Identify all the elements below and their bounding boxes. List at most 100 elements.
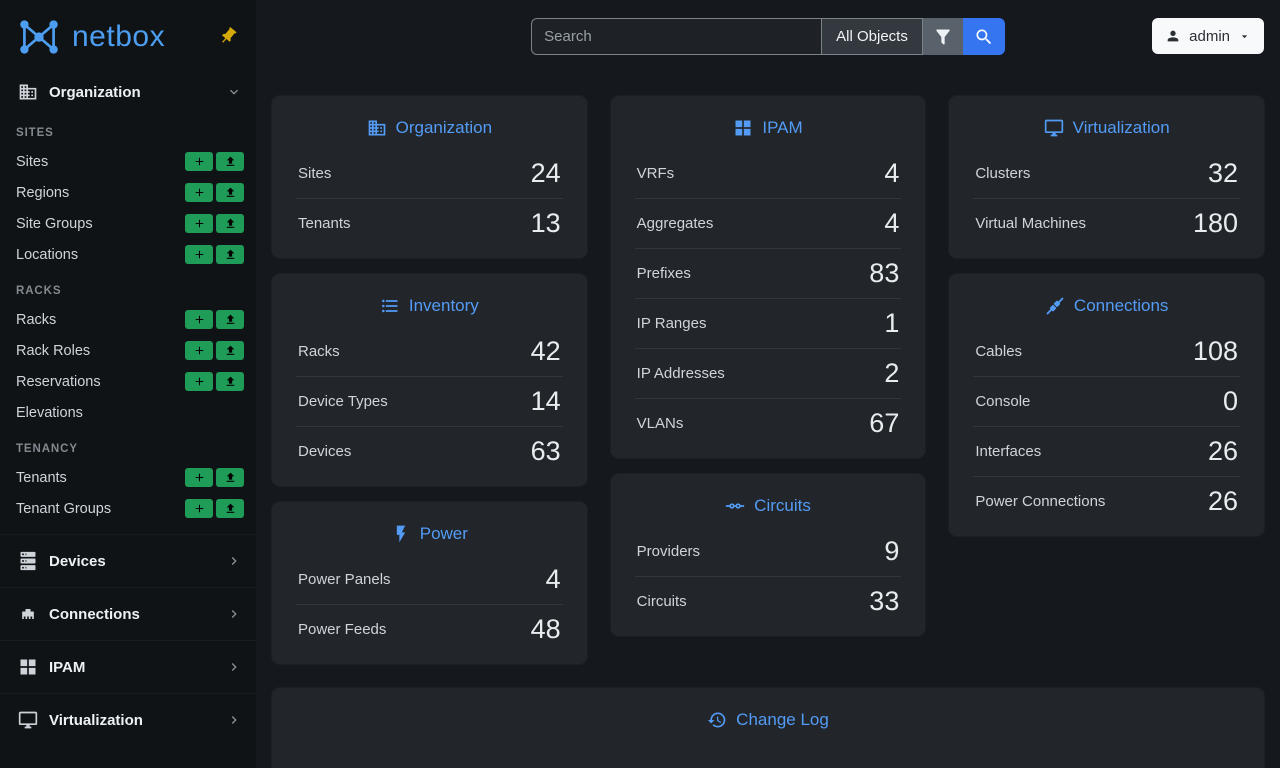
stat-value[interactable]: 63 xyxy=(530,436,561,466)
stat-label[interactable]: Interfaces xyxy=(975,443,1042,460)
building-icon xyxy=(367,118,387,138)
card-title-link[interactable]: Power xyxy=(419,524,468,543)
import-button[interactable] xyxy=(216,372,244,391)
stat-value[interactable]: 48 xyxy=(530,614,561,644)
search-group: All Objects xyxy=(531,18,1005,55)
sidebar-item-racks: Racks xyxy=(0,304,256,335)
stat-label[interactable]: Clusters xyxy=(975,165,1031,182)
stat-value[interactable]: 14 xyxy=(530,386,561,416)
stat-label[interactable]: Cables xyxy=(975,343,1023,360)
stat-value[interactable]: 32 xyxy=(1207,158,1239,188)
add-button[interactable] xyxy=(185,214,213,233)
import-button[interactable] xyxy=(216,468,244,487)
stat-label[interactable]: IP Ranges xyxy=(636,315,707,332)
stat-label[interactable]: Device Types xyxy=(298,393,388,410)
import-button[interactable] xyxy=(216,183,244,202)
plus-icon xyxy=(193,344,206,357)
add-button[interactable] xyxy=(185,183,213,202)
sidebar-item-connections[interactable]: Connections xyxy=(0,587,256,640)
stat-label[interactable]: Power Feeds xyxy=(298,621,387,638)
stat-label[interactable]: Circuits xyxy=(636,593,687,610)
card-title-link[interactable]: IPAM xyxy=(762,118,803,137)
stat-label[interactable]: Devices xyxy=(298,443,352,460)
add-button[interactable] xyxy=(185,310,213,329)
monitor-icon xyxy=(1044,118,1064,138)
stat-label[interactable]: IP Addresses xyxy=(636,365,725,382)
stat-value[interactable]: 67 xyxy=(869,408,900,438)
stat-value[interactable]: 180 xyxy=(1192,208,1239,238)
plus-icon xyxy=(193,155,206,168)
user-menu-button[interactable]: admin xyxy=(1152,18,1264,54)
sidebar-item-ipam[interactable]: IPAM xyxy=(0,640,256,693)
import-button[interactable] xyxy=(216,245,244,264)
sidebar-pin-button[interactable] xyxy=(216,24,240,51)
stat-value[interactable]: 108 xyxy=(1192,336,1239,366)
stat-label[interactable]: Aggregates xyxy=(636,215,714,232)
stat-label[interactable]: VRFs xyxy=(636,165,675,182)
stat-value[interactable]: 33 xyxy=(869,586,900,616)
sidebar-item-reservations: Reservations xyxy=(0,366,256,397)
stat-value[interactable]: 42 xyxy=(530,336,561,366)
stat-label[interactable]: Racks xyxy=(298,343,340,360)
sidebar-link[interactable]: Racks xyxy=(16,311,57,328)
stat-label[interactable]: Console xyxy=(975,393,1031,410)
sidebar-link[interactable]: Regions xyxy=(16,184,70,201)
sidebar-link[interactable]: Sites xyxy=(16,153,49,170)
sidebar-link[interactable]: Locations xyxy=(16,246,79,263)
sidebar-item-locations: Locations xyxy=(0,239,256,270)
stat-value[interactable]: 13 xyxy=(530,208,561,238)
import-button[interactable] xyxy=(216,152,244,171)
add-button[interactable] xyxy=(185,341,213,360)
stat-value[interactable]: 4 xyxy=(545,564,561,594)
stat-label[interactable]: Tenants xyxy=(298,215,351,232)
sidebar-link[interactable]: Tenant Groups xyxy=(16,500,112,517)
netbox-logo[interactable]: netbox xyxy=(14,16,165,58)
stat-value[interactable]: 26 xyxy=(1207,436,1239,466)
stat-label[interactable]: Sites xyxy=(298,165,332,182)
import-button[interactable] xyxy=(216,310,244,329)
object-type-button[interactable]: All Objects xyxy=(821,18,923,55)
stat-value[interactable]: 4 xyxy=(884,208,900,238)
add-button[interactable] xyxy=(185,499,213,518)
stat-value[interactable]: 26 xyxy=(1207,486,1239,516)
stat-label[interactable]: Providers xyxy=(636,543,701,560)
stat-value[interactable]: 0 xyxy=(1222,386,1239,416)
upload-icon xyxy=(224,313,237,326)
sidebar-link[interactable]: Site Groups xyxy=(16,215,93,232)
stat-value[interactable]: 24 xyxy=(530,158,561,188)
sidebar-item-virtualization[interactable]: Virtualization xyxy=(0,693,256,746)
upload-icon xyxy=(224,502,237,515)
stat-value[interactable]: 1 xyxy=(884,308,900,338)
add-button[interactable] xyxy=(185,468,213,487)
import-button[interactable] xyxy=(216,214,244,233)
stat-label[interactable]: Power Panels xyxy=(298,571,391,588)
import-button[interactable] xyxy=(216,499,244,518)
stat-label[interactable]: Power Connections xyxy=(975,493,1106,510)
sidebar-link[interactable]: Reservations xyxy=(16,373,101,390)
stat-value[interactable]: 9 xyxy=(884,536,900,566)
card-title-link[interactable]: Circuits xyxy=(754,496,811,515)
sidebar-link[interactable]: Rack Roles xyxy=(16,342,91,359)
search-input[interactable] xyxy=(531,18,822,55)
filter-button[interactable] xyxy=(922,18,963,55)
card-title-link[interactable]: Virtualization xyxy=(1072,118,1170,137)
sidebar-link[interactable]: Elevations xyxy=(16,404,83,421)
sidebar-link[interactable]: Tenants xyxy=(16,469,67,486)
sidebar-item-devices[interactable]: Devices xyxy=(0,534,256,587)
add-button[interactable] xyxy=(185,152,213,171)
stat-label[interactable]: VLANs xyxy=(636,415,684,432)
stat-value[interactable]: 83 xyxy=(869,258,900,288)
card-title-link[interactable]: Change Log xyxy=(736,710,829,729)
card-title-link[interactable]: Connections xyxy=(1073,296,1169,315)
stat-value[interactable]: 2 xyxy=(884,358,900,388)
stat-label[interactable]: Prefixes xyxy=(636,265,691,282)
add-button[interactable] xyxy=(185,372,213,391)
sidebar-item-organization[interactable]: Organization xyxy=(0,72,256,112)
card-title-link[interactable]: Inventory xyxy=(408,296,479,315)
search-button[interactable] xyxy=(962,18,1005,55)
card-title-link[interactable]: Organization xyxy=(395,118,493,137)
import-button[interactable] xyxy=(216,341,244,360)
add-button[interactable] xyxy=(185,245,213,264)
stat-label[interactable]: Virtual Machines xyxy=(975,215,1086,232)
stat-value[interactable]: 4 xyxy=(884,158,900,188)
